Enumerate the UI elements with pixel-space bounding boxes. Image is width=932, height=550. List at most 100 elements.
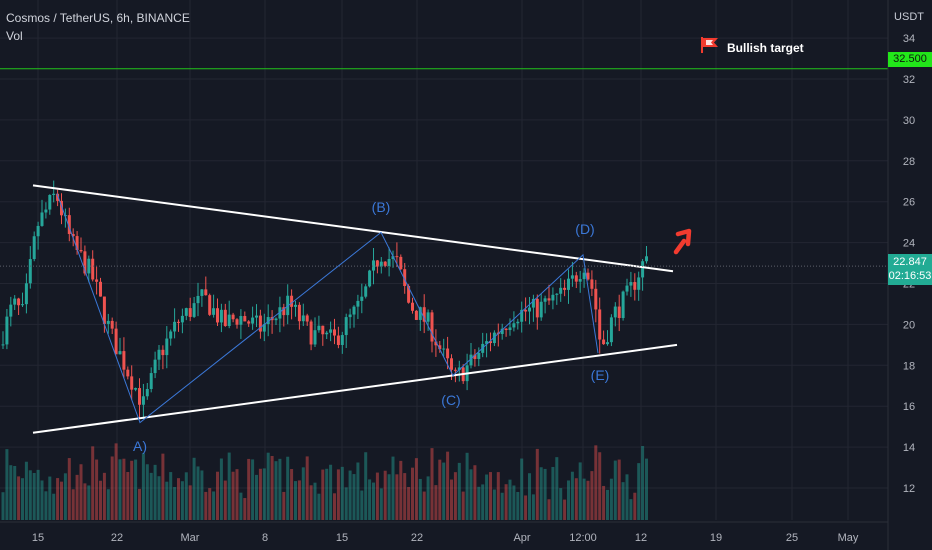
candle-body <box>336 335 340 345</box>
candle-body <box>578 279 582 282</box>
volume-bar <box>60 481 63 520</box>
last-price-value: 22.847 <box>893 256 927 268</box>
candle-body <box>348 314 352 318</box>
x-tick-label: May <box>838 532 859 544</box>
volume-bar <box>469 469 473 520</box>
candle-body <box>200 289 204 296</box>
volume-bar <box>602 485 606 520</box>
volume-bar <box>95 459 99 520</box>
volume-bar <box>169 472 173 520</box>
volume-bar <box>348 470 352 520</box>
volume-bar <box>122 458 126 520</box>
candle-body <box>387 259 391 266</box>
volume-bar <box>551 466 555 520</box>
candle-body <box>609 317 613 343</box>
volume-bar <box>344 487 348 520</box>
candle-body <box>165 338 169 356</box>
candle-body <box>282 307 286 316</box>
candle-body <box>586 272 590 280</box>
candle-body <box>504 328 508 331</box>
volume-bar <box>414 458 418 520</box>
volume-bar <box>40 480 44 520</box>
volume-bar <box>258 468 262 520</box>
volume-bar <box>461 491 465 520</box>
candle-body <box>457 367 461 371</box>
candle-body <box>606 342 609 345</box>
volume-bar <box>282 491 286 520</box>
x-tick-label: 22 <box>411 532 423 544</box>
volume-bar <box>520 458 524 520</box>
volume-bar <box>294 481 297 520</box>
candle-body <box>372 260 375 271</box>
candle-body <box>500 328 504 334</box>
volume-bar <box>297 480 301 520</box>
candle-body <box>247 321 251 324</box>
y-tick-label: 24 <box>903 238 915 250</box>
x-tick-label: Apr <box>513 532 530 544</box>
volume-bar <box>516 491 520 520</box>
candle-body <box>79 250 83 252</box>
volume-bar <box>188 485 192 520</box>
candle-body <box>356 300 360 307</box>
volume-bar <box>465 452 469 520</box>
upper-trendline <box>32 184 674 273</box>
y-tick-label: 32 <box>903 74 915 86</box>
volume-bar <box>333 493 336 520</box>
volume-bar <box>13 465 17 520</box>
lower-trendline <box>32 343 678 434</box>
candle-body <box>204 289 208 296</box>
symbol-title: Cosmos / TetherUS, 6h, BINANCE <box>6 11 190 25</box>
candle-body <box>399 256 403 270</box>
volume-bar <box>126 472 130 520</box>
candle-body <box>329 329 333 333</box>
volume-bar <box>609 478 613 520</box>
volume-bar <box>145 464 149 520</box>
volume-bar <box>130 460 134 520</box>
candle-body <box>5 316 9 345</box>
candle-body <box>48 194 52 210</box>
candle-body <box>383 261 387 266</box>
volume-bar <box>173 486 177 520</box>
volume-bar <box>547 499 551 520</box>
candle-body <box>551 294 555 301</box>
volume-bar <box>543 468 547 520</box>
volume-bar <box>559 488 563 520</box>
candle-body <box>567 278 570 290</box>
volume-bar <box>457 462 461 520</box>
x-tick-label: 12:00 <box>569 532 597 544</box>
currency-label[interactable]: USDT <box>894 11 924 23</box>
candle-body <box>153 359 157 374</box>
candle-body <box>477 352 481 359</box>
volume-bar <box>590 471 594 520</box>
candle-body <box>391 256 395 260</box>
candle-body <box>325 332 329 335</box>
candle-body <box>469 354 473 366</box>
volume-bar <box>391 456 395 520</box>
candle-body <box>9 304 13 317</box>
volume-bar <box>177 478 180 520</box>
candle-body <box>582 272 586 280</box>
candle-body <box>114 328 118 355</box>
candle-body <box>161 349 165 356</box>
volume-bar <box>317 493 321 520</box>
volume-bar <box>418 478 422 520</box>
candle-body <box>574 275 578 282</box>
candle-body <box>426 312 430 322</box>
volume-bar <box>5 449 9 520</box>
volume-bar <box>208 488 212 520</box>
volume-bar <box>481 484 485 520</box>
y-tick-label: 34 <box>903 33 915 45</box>
volume-bar <box>134 459 138 520</box>
volume-bar <box>262 468 266 520</box>
candle-body <box>407 285 411 303</box>
candle-body <box>196 295 200 304</box>
volume-bar <box>321 469 325 520</box>
volume-bar <box>21 478 24 520</box>
volume-bar <box>216 471 219 520</box>
volume-bar <box>67 458 71 520</box>
candle-body <box>251 317 255 324</box>
volume-bar <box>473 465 477 520</box>
candle-body <box>290 295 294 307</box>
